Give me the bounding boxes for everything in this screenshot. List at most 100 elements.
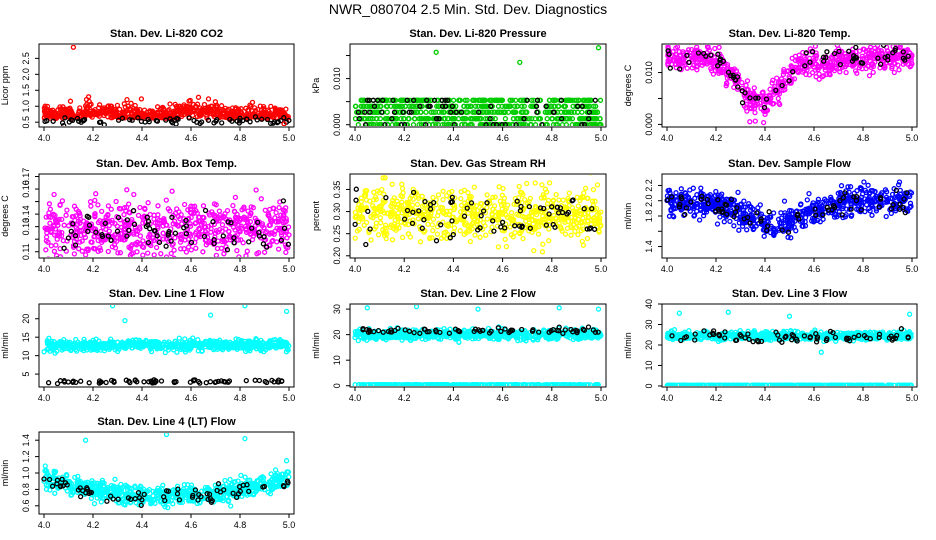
data-point bbox=[392, 116, 398, 122]
data-point bbox=[205, 96, 212, 102]
data-point bbox=[562, 103, 569, 109]
points-group bbox=[352, 175, 604, 255]
data-point bbox=[196, 214, 202, 221]
data-point bbox=[200, 203, 207, 209]
data-point bbox=[836, 57, 842, 63]
data-point bbox=[579, 220, 585, 226]
data-point bbox=[597, 116, 603, 122]
data-point bbox=[567, 116, 573, 122]
data-point bbox=[124, 96, 130, 103]
data-point bbox=[278, 117, 284, 124]
data-point bbox=[584, 226, 590, 232]
data-point bbox=[480, 97, 486, 103]
data-point bbox=[514, 103, 521, 109]
data-point bbox=[468, 103, 474, 109]
data-point bbox=[382, 116, 389, 122]
panel-title: Stan. Dev. Gas Stream RH bbox=[410, 158, 546, 170]
data-point bbox=[63, 212, 69, 218]
data-point bbox=[540, 241, 546, 247]
data-point bbox=[427, 235, 433, 242]
data-point bbox=[151, 252, 157, 257]
data-point bbox=[586, 116, 592, 122]
data-point bbox=[280, 219, 286, 226]
data-point bbox=[390, 223, 396, 229]
data-point bbox=[897, 45, 903, 50]
data-point bbox=[371, 122, 377, 126]
data-point bbox=[187, 97, 193, 104]
data-point bbox=[151, 216, 157, 222]
data-point bbox=[87, 199, 94, 205]
outlier-point bbox=[595, 45, 602, 51]
data-point bbox=[712, 63, 718, 69]
data-point bbox=[593, 205, 600, 212]
data-point bbox=[382, 175, 388, 181]
data-point bbox=[283, 106, 289, 112]
data-point bbox=[730, 74, 737, 81]
data-point bbox=[781, 66, 787, 73]
data-point bbox=[424, 97, 430, 103]
data-point bbox=[140, 220, 146, 226]
data-point bbox=[770, 230, 777, 236]
data-point bbox=[795, 64, 802, 71]
data-point bbox=[247, 219, 254, 225]
data-point bbox=[231, 208, 238, 214]
data-point bbox=[786, 207, 793, 214]
data-point bbox=[503, 103, 510, 109]
data-point bbox=[878, 196, 884, 202]
data-point bbox=[210, 112, 217, 118]
data-point bbox=[681, 205, 687, 211]
data-point bbox=[594, 182, 601, 188]
data-point bbox=[513, 201, 520, 207]
data-point bbox=[421, 122, 427, 126]
data-point bbox=[417, 103, 423, 109]
data-point bbox=[745, 214, 751, 221]
data-point bbox=[550, 221, 556, 228]
data-point bbox=[222, 239, 228, 245]
data-point bbox=[402, 221, 408, 227]
data-point bbox=[217, 110, 223, 116]
data-point bbox=[820, 54, 827, 60]
data-point bbox=[519, 190, 525, 196]
y-axis-label: degrees C bbox=[623, 64, 633, 106]
data-point bbox=[843, 69, 849, 76]
x-tick-label: 4.2 bbox=[710, 133, 723, 143]
data-point bbox=[869, 201, 875, 208]
data-point bbox=[863, 202, 870, 208]
data-point bbox=[483, 232, 489, 238]
data-point bbox=[566, 109, 572, 115]
data-point bbox=[205, 104, 211, 111]
data-point bbox=[404, 207, 411, 214]
data-point bbox=[461, 213, 468, 219]
data-point bbox=[408, 109, 414, 115]
data-point bbox=[183, 217, 189, 224]
data-point bbox=[124, 217, 130, 223]
data-point bbox=[572, 122, 579, 126]
data-point bbox=[422, 198, 428, 205]
data-point bbox=[750, 206, 756, 212]
data-point bbox=[738, 201, 744, 208]
data-point bbox=[413, 109, 419, 115]
data-point bbox=[145, 218, 152, 225]
data-point bbox=[70, 221, 76, 227]
data-point bbox=[117, 235, 123, 241]
data-point bbox=[775, 95, 781, 102]
data-point bbox=[785, 68, 792, 74]
data-point bbox=[439, 109, 445, 115]
data-point bbox=[398, 103, 404, 109]
data-point bbox=[418, 109, 424, 115]
data-point bbox=[577, 116, 583, 122]
data-point bbox=[82, 252, 89, 257]
data-point bbox=[249, 99, 256, 106]
plot-frame bbox=[38, 303, 295, 388]
data-point bbox=[698, 196, 704, 202]
data-point bbox=[863, 52, 869, 58]
data-point bbox=[476, 109, 482, 115]
data-point bbox=[220, 114, 226, 120]
data-point bbox=[61, 222, 67, 228]
data-point bbox=[165, 232, 171, 238]
data-point bbox=[360, 103, 367, 109]
data-point bbox=[72, 233, 79, 239]
data-point bbox=[842, 51, 848, 57]
data-point bbox=[417, 239, 424, 245]
data-point bbox=[124, 187, 130, 193]
